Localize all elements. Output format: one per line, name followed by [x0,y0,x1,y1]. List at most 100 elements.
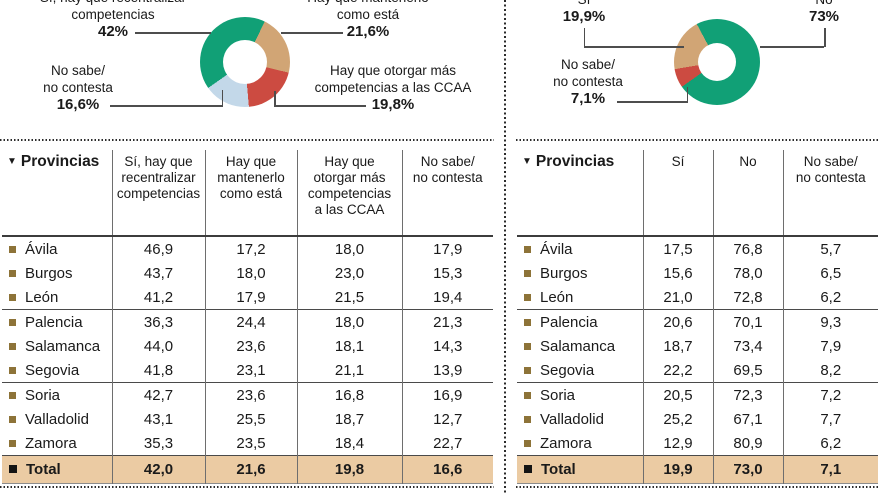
column-header: No sabe/ no contesta [401,150,493,236]
row-label: Ávila [540,240,573,258]
value-cell: 22,7 [401,431,493,456]
value-cell: 17,5 [642,236,713,261]
table-row: Salamanca 18,7 73,4 7,9 [517,334,878,358]
value-cell: 21,3 [401,309,493,334]
callout-connector [760,46,824,48]
province-cell: Soria [2,383,112,408]
left-top-dotted-line [0,139,494,141]
square-bullet-icon [9,269,16,277]
callout-connector [274,91,276,107]
table-row: Salamanca 44,0 23,6 18,1 14,3 [2,334,493,358]
callout-connector [824,28,826,47]
column-header-label: Provincias [535,153,615,170]
row-label: León [25,288,59,306]
province-cell: Palencia [517,310,643,335]
table-row: Zamora 12,9 80,9 6,2 [517,431,878,456]
province-cell: Zamora [2,431,112,456]
callout-line: Hay que mantenerlo [288,0,448,6]
value-cell: 18,0 [296,236,402,261]
column-header: Sí, hay que recentralizar competencias [111,150,205,236]
value-cell: 36,3 [111,309,205,334]
value-cell: 21,1 [296,358,402,383]
value-cell: 15,3 [401,261,493,285]
province-cell: Segovia [517,358,643,383]
row-label: Valladolid [25,410,89,428]
value-cell: 7,7 [782,407,878,431]
sort-triangle-icon: ▼ [7,156,17,167]
donut-right-hole [698,43,736,81]
square-bullet-icon [524,465,532,473]
value-cell: 23,5 [204,431,297,456]
callout-line: No sabe/ [50,63,106,78]
value-cell: 20,6 [642,309,713,334]
value-cell: 41,2 [111,285,205,310]
table-row: Soria 42,7 23,6 16,8 16,9 [2,382,493,408]
value-cell: 18,0 [204,261,297,285]
value-cell: 73,4 [712,334,783,358]
value-cell: 18,7 [642,334,713,358]
panel-divider-dotted-line [504,0,506,495]
total-row: Total 19,9 73,0 7,1 [517,455,878,484]
callout-recentralizar: Sí, hay que recentralizar competencias 4… [28,0,198,40]
value-cell: 23,0 [296,261,402,285]
square-bullet-icon [9,293,16,301]
row-label: Salamanca [25,337,101,355]
column-header: Hay que otorgar más competencias a las C… [296,150,402,236]
right-data-table: ▼ Provincias Sí No No sabe/ no contesta Ávila… [517,150,878,484]
header-row: ▼ Provincias Sí No No sabe/ no contesta [517,150,878,236]
row-label: Salamanca [540,337,616,355]
callout-line: como está [336,7,400,22]
value-cell: 78,0 [712,261,783,285]
value-cell: 13,9 [401,358,493,383]
value-cell: 72,8 [712,285,783,310]
table-row: León 21,0 72,8 6,2 [517,285,878,310]
value-cell: 7,2 [782,382,878,407]
value-cell: 43,1 [111,407,205,431]
value-cell: 7,1 [782,455,878,484]
total-label-cell: Total [2,456,112,484]
callout-si: Sí 19,9% [544,0,624,25]
callout-connector [583,28,585,47]
header-row: ▼ Provincias Sí, hay que recentralizar com… [2,150,493,236]
callout-line: Hay que otorgar más [329,63,457,78]
table-row: Palencia 20,6 70,1 9,3 [517,309,878,335]
square-bullet-icon [524,245,531,253]
table-row: Palencia 36,3 24,4 18,0 21,3 [2,309,493,334]
value-cell: 14,3 [401,334,493,358]
table-row: Valladolid 25,2 67,1 7,7 [517,407,878,431]
square-bullet-icon [524,293,531,301]
value-cell: 25,5 [204,407,297,431]
row-label: Palencia [540,313,598,331]
value-cell: 80,9 [712,431,783,456]
value-cell: 18,7 [296,407,402,431]
value-cell: 42,0 [111,455,205,484]
callout-pct: 19,8% [371,96,415,113]
callout-connector [617,101,688,103]
value-cell: 18,0 [296,309,402,334]
value-cell: 5,7 [782,236,878,261]
callout-line: competencias a las CCAA [314,80,472,95]
callout-pct: 21,6% [346,23,390,40]
value-cell: 43,7 [111,261,205,285]
value-cell: 6,2 [782,285,878,310]
donut-left-hole [223,40,267,84]
column-header: No sabe/ no contesta [782,150,878,236]
value-cell: 19,9 [642,455,713,484]
row-label: Segovia [540,361,595,379]
right-top-dotted-line [516,139,880,141]
value-cell: 21,6 [204,455,297,484]
value-cell: 46,9 [111,236,205,261]
callout-connector [135,32,211,34]
value-cell: 73,0 [712,455,783,484]
square-bullet-icon [9,415,16,423]
callout-connector [110,105,223,107]
value-cell: 6,2 [782,431,878,456]
table-row: León 41,2 17,9 21,5 19,4 [2,285,493,310]
value-cell: 19,8 [296,455,402,484]
square-bullet-icon [9,391,16,399]
callout-connector [583,46,684,48]
value-cell: 8,2 [782,358,878,383]
callout-pct: 16,6% [56,96,100,113]
callout-connector [274,105,366,107]
sort-triangle-icon: ▼ [522,156,532,167]
